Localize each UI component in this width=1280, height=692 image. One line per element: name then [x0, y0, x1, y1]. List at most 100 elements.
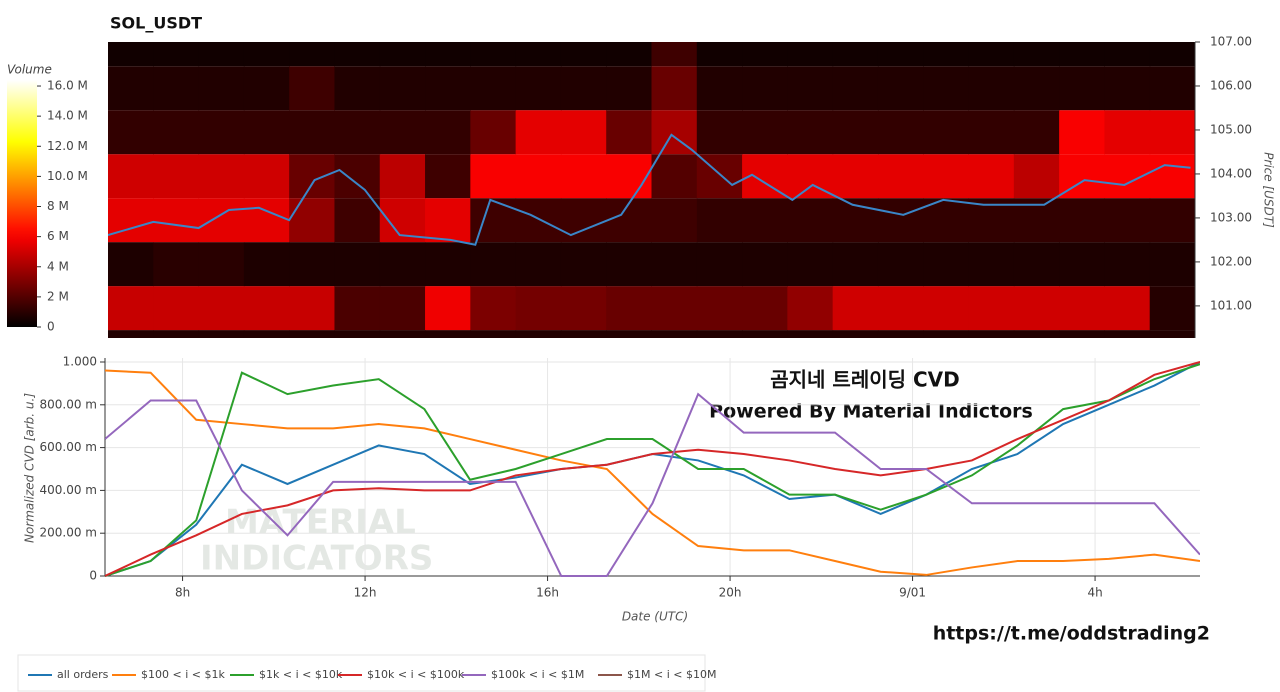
heatmap-cell	[470, 154, 517, 199]
x-axis-label: Date (UTC)	[622, 610, 688, 624]
heatmap-cell	[515, 286, 562, 331]
legend-label: $100k < i < $1M	[491, 668, 584, 681]
heatmap-cell	[923, 242, 970, 287]
heatmap-cell	[1013, 242, 1060, 287]
heatmap-cell	[153, 242, 200, 287]
heatmap-cell	[832, 66, 879, 111]
heatmap-cell	[923, 42, 970, 67]
heatmap-cell	[108, 198, 154, 243]
heatmap-cell	[334, 42, 381, 67]
series-line	[105, 361, 1200, 577]
y-axis-label: Normalized CVD [arb. u.]	[23, 393, 37, 543]
heatmap-cell	[153, 42, 200, 67]
heatmap-cell	[198, 66, 245, 111]
y-tick-label: 400.00 m	[40, 483, 98, 497]
heatmap-cell	[1149, 42, 1195, 67]
legend-box	[17, 654, 706, 692]
heatmap-cell	[515, 154, 562, 199]
price-line	[108, 133, 1191, 246]
heatmap-cell	[877, 42, 924, 67]
heatmap-cell	[289, 242, 335, 287]
heatmap-cell	[153, 286, 200, 331]
heatmap-cell	[1104, 330, 1151, 338]
heatmap-cell	[877, 330, 924, 338]
heatmap-cell	[651, 154, 698, 199]
heatmap-cell	[425, 286, 471, 331]
heatmap-cell	[606, 198, 652, 243]
heatmap-cell	[742, 330, 788, 338]
heatmap-cell	[153, 110, 200, 155]
heatmap-cell	[742, 242, 788, 287]
heatmap-cell	[243, 42, 290, 67]
heatmap-cell	[696, 286, 743, 331]
heatmap-cell	[968, 286, 1015, 331]
heatmap-cell	[651, 42, 698, 67]
heatmap-cell	[968, 42, 1015, 67]
heatmap-cell	[379, 330, 426, 338]
heatmap-cell	[968, 110, 1015, 155]
heatmap-cell	[923, 154, 970, 199]
heatmap-cell	[470, 330, 517, 338]
heatmap-cell	[968, 330, 1015, 338]
heatmap-cell	[696, 110, 743, 155]
x-tick-label: 20h	[719, 586, 742, 600]
heatmap-cell	[1149, 286, 1195, 331]
heatmap-cell	[877, 66, 924, 111]
heatmap-cell	[968, 154, 1015, 199]
heatmap-cell	[832, 154, 879, 199]
heatmap-cell	[832, 110, 879, 155]
colorbar-tick-label: 14.0 M	[47, 109, 88, 123]
heatmap-cell	[334, 330, 381, 338]
y-axis-label: Price [USDT]	[1262, 152, 1276, 228]
colorbar-tick-label: 0	[47, 320, 55, 334]
heatmap-cell	[742, 66, 788, 111]
heatmap-cell	[243, 286, 290, 331]
heatmap-cell	[243, 66, 290, 111]
heatmap-cell	[696, 66, 743, 111]
heatmap-cell	[1059, 110, 1105, 155]
heatmap-cell	[515, 330, 562, 338]
x-tick-label: 9/01	[899, 586, 926, 600]
heatmap-cell	[1149, 66, 1195, 111]
heatmap-cell	[153, 154, 200, 199]
heatmap-cell	[560, 42, 607, 67]
heatmap-cell	[877, 198, 924, 243]
heatmap-cell	[968, 66, 1015, 111]
heatmap-cell	[289, 110, 335, 155]
heatmap-cell	[379, 66, 426, 111]
heatmap-cell	[515, 42, 562, 67]
annotation: 곰지네 트레이딩 CVD	[770, 368, 959, 392]
legend-label: $100 < i < $1k	[141, 668, 225, 681]
heatmap-cell	[923, 110, 970, 155]
heatmap-cell	[198, 42, 245, 67]
heatmap-cell	[1104, 242, 1151, 287]
heatmap-cell	[560, 66, 607, 111]
heatmap-cell	[334, 110, 381, 155]
heatmap-cell	[1059, 42, 1105, 67]
heatmap-cell	[470, 66, 517, 111]
heatmap-cell	[379, 242, 426, 287]
heatmap-cell	[742, 42, 788, 67]
lines	[105, 361, 1200, 577]
x-tick-label: 12h	[354, 586, 377, 600]
heatmap-cell	[560, 330, 607, 338]
heatmap-cell	[696, 242, 743, 287]
heatmap-cell	[379, 154, 426, 199]
heatmap-cell	[470, 110, 517, 155]
y-tick-label: 105.00	[1210, 122, 1252, 136]
heatmap-cell	[379, 286, 426, 331]
heatmap-cell	[108, 110, 154, 155]
heatmap-cell	[1059, 330, 1105, 338]
colorbar	[7, 80, 37, 327]
heatmap-cell	[198, 154, 245, 199]
heatmap-cell	[470, 198, 517, 243]
heatmap-cell	[968, 242, 1015, 287]
heatmap-cell	[651, 286, 698, 331]
heatmap-cell	[1059, 242, 1105, 287]
annotation: Powered By Material Indictors	[709, 401, 1033, 423]
heatmap-cell	[334, 154, 381, 199]
heatmap-cell	[334, 198, 381, 243]
heatmap-cell	[742, 110, 788, 155]
heatmap-cell	[923, 286, 970, 331]
